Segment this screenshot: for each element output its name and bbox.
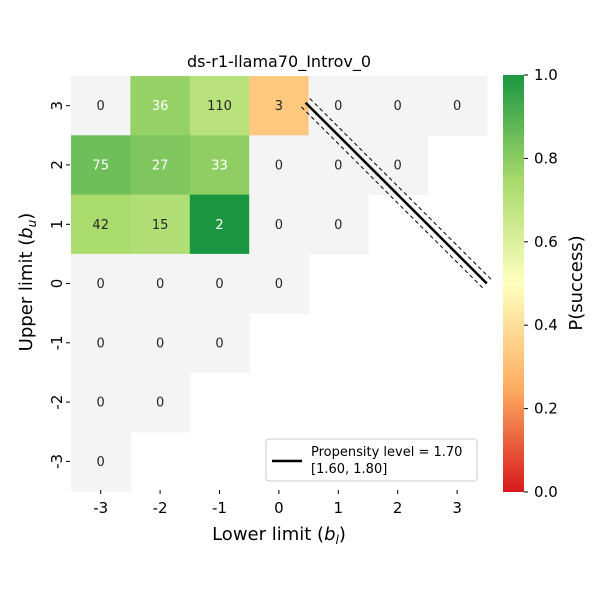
x-tick-label: 1 bbox=[334, 499, 344, 517]
heatmap-cell bbox=[71, 431, 131, 492]
x-tick-label: -2 bbox=[153, 499, 168, 517]
heatmap-cell bbox=[308, 76, 369, 136]
y-tick-label: 3 bbox=[48, 101, 66, 111]
cell-count-label: 75 bbox=[92, 159, 109, 174]
y-tick-label: -2 bbox=[48, 395, 66, 410]
cell-count-label: 0 bbox=[156, 277, 164, 292]
x-tick-label: -1 bbox=[212, 499, 227, 517]
cell-count-label: 15 bbox=[152, 218, 169, 233]
cell-count-label: 0 bbox=[334, 159, 342, 174]
colorbar-tick-label: 1.0 bbox=[534, 66, 558, 84]
legend-box bbox=[265, 438, 478, 482]
cell-count-label: 0 bbox=[156, 336, 164, 351]
propensity-band-upper bbox=[309, 98, 492, 280]
heatmap-cell bbox=[130, 313, 191, 374]
cell-count-label: 0 bbox=[334, 99, 342, 114]
heatmap-cell bbox=[130, 372, 191, 433]
cell-count-label: 0 bbox=[156, 396, 164, 411]
cell-count-label: 36 bbox=[152, 99, 169, 114]
heatmap-cell bbox=[71, 253, 131, 314]
cell-count-label: 0 bbox=[215, 336, 223, 351]
heatmap-cell bbox=[249, 135, 310, 196]
y-tick-labels: 3 2 1 0 -1 -2 -3 bbox=[48, 101, 70, 469]
cell-count-label: 0 bbox=[394, 99, 402, 114]
x-axis-label: Lower limit (bl) bbox=[212, 524, 346, 547]
heatmap-cells: 0 36 110 3 0 0 0 75 27 33 0 0 0 42 15 2 0 0 0 0 0 0 0 0 0 0 0 0 bbox=[71, 76, 488, 492]
cell-count-label: 0 bbox=[97, 99, 105, 114]
colorbar: 0.0 0.2 0.4 0.6 0.8 1.0 P(success) bbox=[503, 66, 587, 501]
heatmap-cell bbox=[130, 194, 191, 255]
cell-count-label: 0 bbox=[453, 99, 461, 114]
propensity-lines bbox=[301, 98, 492, 289]
propensity-band-lower bbox=[301, 106, 483, 289]
heatmap-cell bbox=[189, 313, 250, 374]
heatmap-cell bbox=[427, 76, 488, 136]
y-tick-label: 2 bbox=[48, 160, 66, 170]
heatmap-cell bbox=[249, 253, 310, 314]
colorbar-tick-label: 0.4 bbox=[534, 316, 558, 334]
colorbar-tick-label: 0.8 bbox=[534, 149, 558, 167]
cell-count-label: 110 bbox=[207, 99, 232, 114]
y-tick-label: 1 bbox=[48, 220, 66, 230]
x-tick-label: 0 bbox=[274, 499, 284, 517]
colorbar-gradient bbox=[503, 75, 524, 492]
cell-count-label: 0 bbox=[215, 277, 223, 292]
heatmap-cell bbox=[71, 372, 131, 433]
colorbar-tick-label: 0.0 bbox=[534, 483, 558, 501]
legend: Propensity level = 1.70 [1.60, 1.80] bbox=[265, 438, 478, 482]
x-tick-labels: -3 -2 -1 0 1 2 3 bbox=[93, 490, 462, 517]
heatmap-cell bbox=[130, 135, 191, 196]
heatmap-cell bbox=[249, 76, 310, 136]
heatmap-cell bbox=[71, 313, 131, 374]
heatmap-cell bbox=[368, 76, 428, 136]
heatmap-cell bbox=[249, 194, 310, 255]
x-tick-label: 3 bbox=[452, 499, 462, 517]
x-tick-label: 2 bbox=[393, 499, 403, 517]
cell-count-label: 0 bbox=[275, 277, 283, 292]
heatmap-cell bbox=[189, 76, 250, 136]
heatmap-cell bbox=[308, 194, 369, 255]
heatmap-cell bbox=[189, 135, 250, 196]
y-tick-label: -1 bbox=[48, 335, 66, 350]
cell-count-label: 42 bbox=[92, 218, 109, 233]
heatmap-cell bbox=[368, 135, 428, 196]
cell-count-label: 0 bbox=[97, 336, 105, 351]
heatmap-cell bbox=[130, 76, 191, 136]
x-tick-label: -3 bbox=[93, 499, 108, 517]
cell-count-label: 0 bbox=[334, 218, 342, 233]
colorbar-ticks: 0.0 0.2 0.4 0.6 0.8 1.0 bbox=[524, 66, 558, 501]
colorbar-tick-label: 0.6 bbox=[534, 233, 558, 251]
heatmap-cell bbox=[308, 135, 369, 196]
heatmap-cell bbox=[189, 194, 250, 255]
heatmap-cell bbox=[189, 253, 250, 314]
propensity-line bbox=[304, 101, 488, 285]
colorbar-label: P(success) bbox=[566, 235, 587, 330]
heatmap-cell bbox=[130, 253, 191, 314]
cell-count-label: 0 bbox=[275, 218, 283, 233]
cell-count-label: 0 bbox=[97, 277, 105, 292]
cell-count-label: 0 bbox=[97, 396, 105, 411]
cell-count-label: 0 bbox=[275, 159, 283, 174]
cell-count-label: 3 bbox=[275, 99, 283, 114]
cell-count-label: 0 bbox=[97, 455, 105, 470]
heatmap-cell bbox=[71, 76, 131, 136]
legend-label-level: Propensity level = 1.70 bbox=[311, 445, 462, 460]
cell-count-label: 0 bbox=[394, 159, 402, 174]
chart-title: ds-r1-llama70_Introv_0 bbox=[187, 52, 371, 72]
heatmap-cell bbox=[71, 194, 131, 255]
y-tick-label: -3 bbox=[48, 454, 66, 469]
cell-count-label: 2 bbox=[215, 218, 223, 233]
y-tick-label: 0 bbox=[48, 279, 66, 289]
legend-label-band: [1.60, 1.80] bbox=[311, 462, 387, 477]
y-axis-label: Upper limit (bu) bbox=[16, 213, 39, 352]
cell-count-label: 27 bbox=[152, 159, 169, 174]
heatmap-cell bbox=[71, 135, 131, 196]
colorbar-tick-label: 0.2 bbox=[534, 400, 558, 418]
cell-count-label: 33 bbox=[211, 159, 228, 174]
